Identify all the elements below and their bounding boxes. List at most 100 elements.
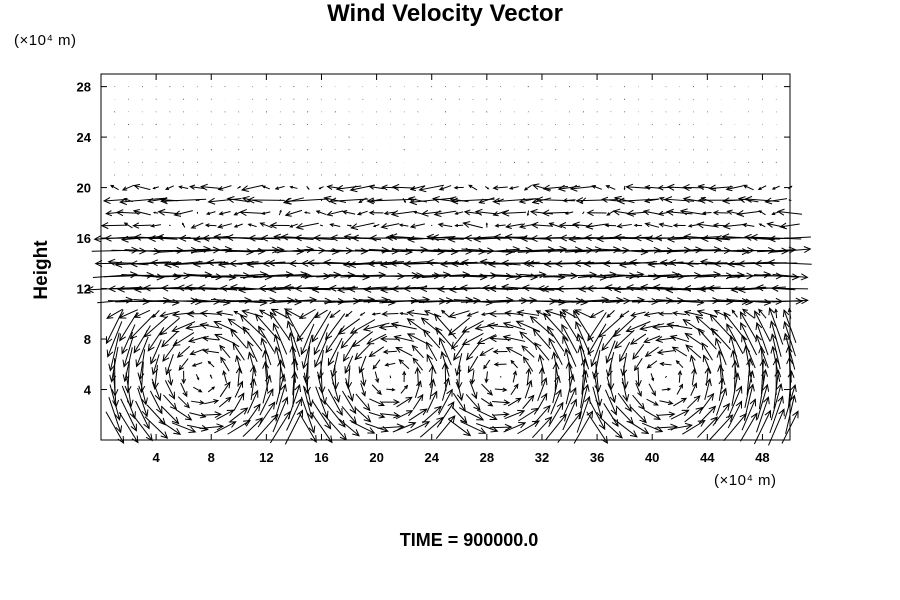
wind-vector-head <box>656 349 664 355</box>
wind-vector-head <box>107 258 116 266</box>
wind-vector <box>314 336 329 368</box>
wind-vector-head <box>568 235 577 243</box>
wind-vector <box>144 315 169 338</box>
wind-vector-head <box>587 347 595 356</box>
wind-vector-head <box>755 334 762 343</box>
wind-vector-head <box>486 322 495 330</box>
wind-vector-head <box>402 370 407 376</box>
wind-vector-head <box>717 364 725 372</box>
wind-vector-head <box>310 435 317 444</box>
wind-vector <box>772 185 780 190</box>
wind-vector-head <box>368 210 375 216</box>
wind-vector <box>337 299 389 304</box>
wind-vector-head <box>269 222 277 229</box>
wind-vector-head <box>240 407 249 415</box>
wind-vector-head <box>207 360 212 365</box>
wind-vector-head <box>616 223 623 229</box>
wind-vector-head <box>167 379 174 387</box>
wind-vector <box>354 407 371 423</box>
wind-vector <box>258 326 275 352</box>
wind-vector-head <box>363 285 372 293</box>
wind-vector <box>408 408 427 421</box>
wind-vector <box>244 404 261 426</box>
wind-vector <box>421 317 443 336</box>
wind-vector <box>311 310 332 342</box>
wind-vector <box>661 388 671 391</box>
wind-vector <box>771 287 809 290</box>
wind-vector-head <box>215 310 223 317</box>
wind-vector <box>709 414 733 441</box>
wind-vector-head <box>270 308 279 316</box>
wind-vector-head <box>105 336 113 345</box>
wind-vector <box>223 370 227 383</box>
wind-vector-head <box>172 339 181 347</box>
wind-vector <box>441 310 450 318</box>
wind-vector-head <box>450 260 459 268</box>
wind-vector-head <box>349 185 358 193</box>
wind-vector-head <box>416 380 422 388</box>
wind-vector-head <box>155 406 163 415</box>
wind-vector-head <box>530 221 539 229</box>
wind-vector-head <box>580 358 588 367</box>
wind-vector <box>422 406 442 424</box>
wind-vector-head <box>164 186 170 190</box>
wind-vector <box>108 261 149 266</box>
wind-vector-head <box>555 388 562 397</box>
wind-vector <box>164 380 175 399</box>
wind-vector-head <box>529 296 538 304</box>
wind-vector-head <box>283 284 292 292</box>
wind-vector-head <box>298 312 307 319</box>
wind-vector-head <box>696 221 705 229</box>
wind-vector-head <box>744 195 753 203</box>
wind-vector <box>279 199 282 202</box>
wind-vector <box>120 197 165 203</box>
wind-vector-head <box>300 347 308 356</box>
wind-vector-head <box>148 234 156 242</box>
wind-vector <box>542 211 569 214</box>
wind-vector <box>319 224 323 227</box>
wind-vector <box>523 356 534 372</box>
wind-vector-head <box>721 233 730 241</box>
wind-vector-head <box>315 210 321 215</box>
wind-vector <box>177 287 217 291</box>
wind-vector-head <box>244 297 253 304</box>
wind-vector-head <box>165 367 172 376</box>
wind-vector-head <box>623 187 626 191</box>
wind-vector <box>630 406 647 423</box>
wind-vector-head <box>537 353 545 362</box>
wind-vector <box>619 310 630 318</box>
wind-vector-head <box>680 397 688 403</box>
wind-vector-head <box>518 197 526 204</box>
wind-vector-head <box>485 222 488 225</box>
wind-vector <box>190 348 205 355</box>
wind-vector <box>101 224 128 227</box>
wind-vector <box>257 402 276 428</box>
wind-vector <box>726 185 744 190</box>
wind-vector-head <box>199 400 205 405</box>
wind-vector-head <box>367 427 376 434</box>
wind-vector <box>151 378 161 401</box>
wind-vector <box>287 384 301 420</box>
y-tick-label: 20 <box>77 181 91 196</box>
wind-vector-head <box>218 211 224 216</box>
wind-vector-head <box>435 326 443 335</box>
wind-vector <box>697 416 718 438</box>
wind-vector <box>659 400 673 404</box>
wind-vector <box>408 235 456 241</box>
wind-vector-head <box>347 285 356 293</box>
wind-vector-head <box>371 312 376 316</box>
wind-vector <box>134 185 151 191</box>
wind-vector <box>701 342 713 361</box>
wind-vector <box>325 402 346 428</box>
wind-vector-head <box>488 310 497 318</box>
wind-vector-head <box>776 208 785 216</box>
wind-vector <box>756 397 769 433</box>
wind-vector-head <box>230 328 238 337</box>
wind-vector <box>274 334 286 369</box>
wind-vector <box>709 186 733 189</box>
wind-vector-head <box>228 421 237 428</box>
wind-vector-head <box>121 346 128 355</box>
wind-vector-head <box>695 315 704 324</box>
wind-vector <box>357 210 368 215</box>
wind-vector-head <box>168 391 175 400</box>
